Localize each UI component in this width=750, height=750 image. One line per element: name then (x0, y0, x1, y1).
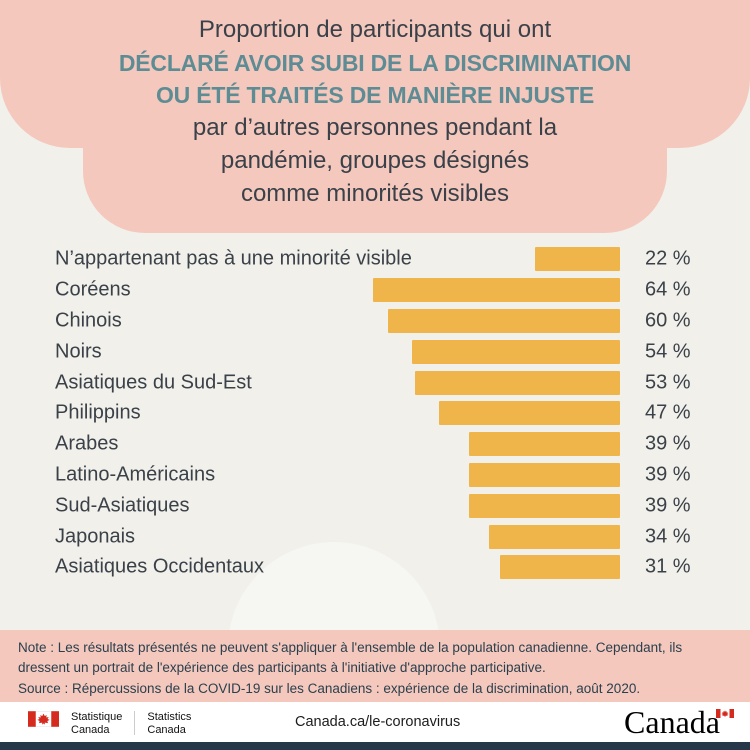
bar (411, 339, 620, 364)
bar-row: Asiatiques du Sud-Est 53 % (0, 367, 750, 398)
bar-row-label: Asiatiques Occidentaux (55, 555, 265, 578)
statcan-signature: Statistique Canada Statistics Canada (28, 711, 191, 737)
bar-row: Arabes 39 % (0, 429, 750, 460)
bar-row: Philippins 47 % (0, 398, 750, 429)
chart-title: Proportion de participants qui ont DÉCLA… (75, 13, 675, 210)
wordmark-flag-icon (716, 709, 734, 718)
bar (535, 247, 620, 272)
canada-flag-icon (28, 711, 59, 727)
bar-row-label: Latino-Américains (55, 463, 216, 486)
bar (469, 432, 620, 457)
bar-row: Coréens 64 % (0, 275, 750, 306)
bar-row-label: Noirs (55, 340, 102, 363)
bar-row-label: Asiatiques du Sud-Est (55, 371, 252, 394)
bar-row: Latino-Américains 39 % (0, 460, 750, 491)
title-sub-1: par d’autres personnes pendant la (192, 114, 558, 141)
bar-zone (373, 493, 620, 518)
bar-zone (373, 432, 620, 457)
bar-zone (373, 278, 620, 303)
bar-value-label: 34 % (645, 525, 691, 548)
bar (438, 401, 620, 426)
header-background-narrow (83, 0, 667, 233)
statcan-english-label: Statistics Canada (147, 711, 192, 736)
canada-wordmark-text: Canada (624, 704, 720, 740)
bar-row: Noirs 54 % (0, 336, 750, 367)
title-sub-2: pandémie, groupes désignés (220, 147, 530, 174)
chart-rows: N’appartenant pas à une minorité visible… (0, 244, 750, 583)
canada-wordmark: Canada (624, 703, 734, 741)
title-line-1: Proportion de participants qui ont (198, 16, 552, 43)
title-emphasis-2: OU ÉTÉ TRAITÉS DE MANIÈRE INJUSTE (155, 82, 595, 108)
bar-zone (373, 370, 620, 395)
bar-zone (373, 401, 620, 426)
bar-zone (373, 339, 620, 364)
bar-value-label: 22 % (645, 247, 691, 270)
statcan-french-label: Statistique Canada (71, 711, 123, 736)
bar-value-label: 47 % (645, 401, 691, 424)
title-sub-3: comme minorités visibles (240, 180, 510, 207)
bar-row-label: Coréens (55, 278, 131, 301)
bar (469, 462, 620, 487)
footer: Statistique Canada Statistics Canada Can… (0, 702, 750, 742)
bar-value-label: 39 % (645, 463, 691, 486)
bar-value-label: 64 % (645, 278, 691, 301)
bar-value-label: 39 % (645, 432, 691, 455)
bar (500, 555, 620, 580)
bar-zone (373, 555, 620, 580)
title-emphasis-1: DÉCLARÉ AVOIR SUBI DE LA DISCRIMINATION (118, 50, 632, 76)
bar-row: N’appartenant pas à une minorité visible… (0, 244, 750, 275)
bar-value-label: 60 % (645, 309, 691, 332)
notes-band: Note : Les résultats présentés ne peuven… (0, 630, 750, 702)
bar-zone (373, 308, 620, 333)
bar-row: Chinois 60 % (0, 306, 750, 337)
bar (469, 493, 620, 518)
bar-value-label: 54 % (645, 340, 691, 363)
source-text: Source : Répercussions de la COVID-19 su… (18, 681, 641, 697)
bar-row: Sud-Asiatiques 39 % (0, 490, 750, 521)
bar-zone (373, 462, 620, 487)
bar-value-label: 53 % (645, 371, 691, 394)
bar (388, 308, 620, 333)
bar (415, 370, 620, 395)
bar-value-label: 31 % (645, 555, 691, 578)
bar-row-label: Arabes (55, 432, 119, 455)
bar-row: Asiatiques Occidentaux 31 % (0, 552, 750, 583)
note-text: Note : Les résultats présentés ne peuven… (18, 640, 683, 675)
signature-divider (134, 711, 136, 735)
bar-row-label: Sud-Asiatiques (55, 494, 190, 517)
coronavirus-url: Canada.ca/le-coronavirus (295, 714, 461, 730)
bar-row-label: Philippins (55, 401, 141, 424)
bar-row: Japonais 34 % (0, 521, 750, 552)
bar-zone (373, 247, 620, 272)
bar-row-label: Japonais (55, 525, 136, 548)
bar-row-label: N’appartenant pas à une minorité visible (55, 247, 412, 270)
bar-row-label: Chinois (55, 309, 122, 332)
bar-zone (373, 524, 620, 549)
fip-navy-strip (0, 742, 750, 750)
bar-value-label: 39 % (645, 494, 691, 517)
bar (488, 524, 620, 549)
bar (373, 278, 620, 303)
